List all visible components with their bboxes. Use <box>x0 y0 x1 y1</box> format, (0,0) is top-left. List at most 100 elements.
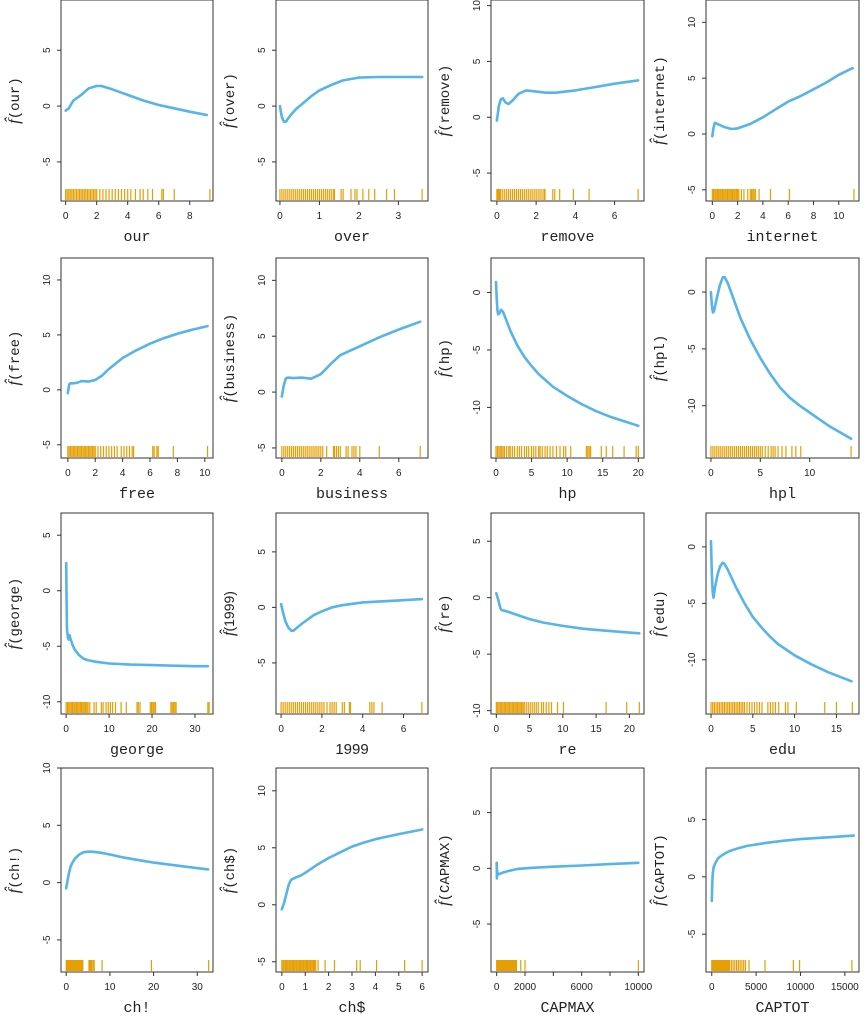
y-axis-label-text: (our) <box>8 77 24 119</box>
f-hat-symbol: f̂ <box>649 899 668 906</box>
curve-business <box>280 320 422 398</box>
y-tick-label: 10 <box>42 762 53 774</box>
curve-free <box>66 324 209 395</box>
f-hat-symbol: f̂ <box>4 117 23 124</box>
x-axis-label: free <box>119 486 155 503</box>
x-tick-label: 0 <box>709 982 715 993</box>
y-tick-label: -5 <box>687 598 698 607</box>
x-tick-label: 4 <box>357 468 363 479</box>
x-tick-label: 0 <box>277 211 283 222</box>
plot-frame <box>490 0 645 202</box>
y-tick-label: -10 <box>472 400 483 415</box>
x-axis-label: CAPTOT <box>755 1000 809 1017</box>
rug-our <box>65 189 211 200</box>
x-tick-label: 5 <box>758 468 764 479</box>
rug-edu <box>710 702 853 713</box>
x-tick-label: 2 <box>356 211 362 222</box>
panel-1999: 0 2 4 6 -5 0 5 1999 f̂(1999) <box>219 512 429 758</box>
plot-frame <box>490 767 645 973</box>
x-axis-label: edu <box>769 742 796 759</box>
plot-frame <box>60 0 214 202</box>
f-hat-symbol: f̂ <box>219 629 238 636</box>
x-tick-label: 8 <box>811 211 817 222</box>
y-tick-label: 10 <box>687 16 698 28</box>
y-tick-label: -5 <box>687 929 698 938</box>
y-tick-label: 0 <box>42 879 53 885</box>
y-axis-label: f̂(edu) <box>649 590 669 636</box>
rug-over <box>279 189 423 200</box>
y-axis-label-text: (edu) <box>653 590 669 632</box>
x-axis-label: over <box>334 229 370 246</box>
plot-frame <box>275 257 429 459</box>
plot-frame <box>490 512 645 715</box>
x-axis-label: ch$ <box>338 1000 365 1017</box>
y-tick-label: -5 <box>687 344 698 353</box>
y-axis-label-text: (ch!) <box>8 847 24 889</box>
x-tick-label: 1 <box>317 211 323 222</box>
x-tick-label: 20 <box>146 724 158 735</box>
x-tick-label: 0 <box>708 724 714 735</box>
panel-CAPTOT: 0 5000 10000 15000 -5 0 5 CAPTOT f̂(CAPTOT) <box>649 767 860 1017</box>
x-tick-label: 0 <box>710 211 716 222</box>
y-axis-label-text: (re) <box>438 594 454 628</box>
y-axis-label: f̂(internet) <box>649 56 669 144</box>
y-tick-label: -10 <box>42 694 53 709</box>
f-hat-symbol: f̂ <box>4 886 23 893</box>
curve-edu <box>709 539 853 683</box>
y-tick-label: 0 <box>257 902 268 908</box>
y-axis-label: f̂(ch!) <box>4 847 24 893</box>
x-tick-label: 3 <box>396 211 402 222</box>
x-tick-label: 0 <box>63 211 69 222</box>
y-axis-label-text: (george) <box>8 578 24 645</box>
y-axis-label: f̂(hpl) <box>649 335 669 381</box>
x-tick-label: 5 <box>527 724 533 735</box>
panel-free: 0 2 4 6 8 10 -5 0 5 10 free f̂(free) <box>4 257 214 503</box>
y-tick-label: -5 <box>472 649 483 658</box>
rug-CAPTOT <box>711 960 853 971</box>
y-tick-label: -10 <box>687 652 698 667</box>
x-tick-label: 10000 <box>624 982 652 993</box>
plot-frame <box>705 0 860 202</box>
x-tick-label: 2 <box>94 211 100 222</box>
x-tick-label: 6 <box>785 211 791 222</box>
y-tick-label: 0 <box>472 594 483 600</box>
curve-our <box>64 84 209 117</box>
y-tick-label: -5 <box>257 157 268 166</box>
x-tick-label: 8 <box>175 468 181 479</box>
y-tick-label: 5 <box>42 332 53 338</box>
x-tick-label: 6 <box>401 724 407 735</box>
y-axis-label: f̂(remove) <box>434 65 454 137</box>
y-tick-label: -5 <box>42 641 53 650</box>
y-tick-label: 0 <box>257 389 268 395</box>
x-tick-label: 10 <box>104 982 116 993</box>
x-tick-label: 5000 <box>745 982 768 993</box>
x-tick-label: 20 <box>624 724 636 735</box>
panel-hpl: 0 5 10 -10 -5 0 hpl f̂(hpl) <box>649 257 860 503</box>
plot-frame <box>60 767 214 973</box>
x-tick-label: 15 <box>831 724 843 735</box>
plot-frame <box>490 257 645 459</box>
panel-edu: 0 5 10 15 -10 -5 0 edu f̂(edu) <box>649 512 860 759</box>
x-tick-label: 8 <box>187 211 193 222</box>
y-tick-label: 5 <box>687 816 698 822</box>
curve-1999 <box>279 597 424 632</box>
rug-remove <box>496 189 639 200</box>
y-tick-label: 5 <box>42 47 53 53</box>
x-tick-label: 2 <box>319 724 325 735</box>
x-tick-label: 2 <box>735 211 741 222</box>
x-tick-label: 2 <box>326 982 332 993</box>
y-tick-label: -10 <box>687 398 698 413</box>
y-tick-label: -5 <box>42 440 53 449</box>
y-tick-label: 10 <box>257 274 268 286</box>
y-tick-label: 5 <box>687 75 698 81</box>
y-tick-label: -5 <box>257 658 268 667</box>
y-tick-label: 0 <box>687 544 698 550</box>
curve-remove <box>495 79 640 122</box>
y-axis-label: f̂(CAPTOT) <box>649 834 669 906</box>
x-tick-label: 4 <box>373 982 379 993</box>
y-axis-label: f̂(over) <box>219 73 239 128</box>
rug-george <box>65 702 210 713</box>
x-tick-label: 2 <box>92 468 98 479</box>
y-tick-label: -5 <box>257 957 268 966</box>
